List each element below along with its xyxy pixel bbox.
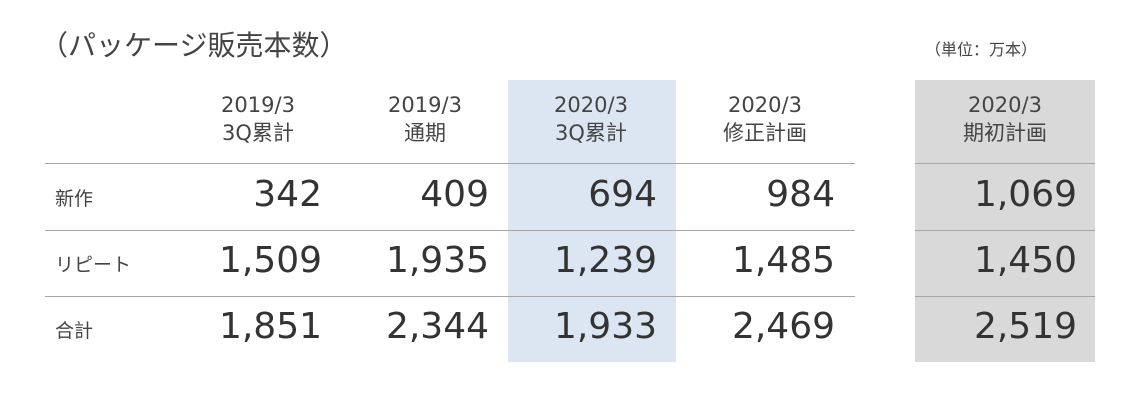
row-rule xyxy=(915,163,1095,164)
cell-value: 1,069 xyxy=(973,174,1077,215)
row-rule xyxy=(915,230,1095,231)
cell-value: 1,239 xyxy=(553,240,657,281)
column-header: 2019/3 xyxy=(221,93,295,117)
column-header: 通期 xyxy=(404,121,446,145)
cell-value: 2,344 xyxy=(385,306,489,347)
cell-value: 1,935 xyxy=(385,240,489,281)
cell-value: 1,450 xyxy=(973,240,1077,281)
cell-value: 1,851 xyxy=(218,306,322,347)
column-header: 3Q累計 xyxy=(222,121,294,145)
row-rule xyxy=(915,296,1095,297)
row-label: 合計 xyxy=(55,320,94,342)
cell-value: 984 xyxy=(766,174,835,215)
column-header: 2020/3 xyxy=(554,93,628,117)
column-header: 2019/3 xyxy=(388,93,462,117)
table-title: （パッケージ販売本数） xyxy=(40,29,348,62)
cell-value: 694 xyxy=(588,174,657,215)
row-rule xyxy=(45,163,855,164)
column-header: 3Q累計 xyxy=(555,121,627,145)
plan-column xyxy=(915,80,1095,362)
cell-value: 1,933 xyxy=(553,306,657,347)
column-header: 期初計画 xyxy=(963,121,1047,145)
cell-value: 1,485 xyxy=(731,240,835,281)
row-label: 新作 xyxy=(55,188,94,210)
cell-value: 2,469 xyxy=(731,306,835,347)
cell-value: 409 xyxy=(420,174,489,215)
cell-value: 1,509 xyxy=(218,240,322,281)
cell-value: 342 xyxy=(253,174,322,215)
row-rule xyxy=(45,296,855,297)
column-header: 修正計画 xyxy=(723,121,807,145)
highlight-column xyxy=(508,80,676,362)
cell-value: 2,519 xyxy=(973,306,1077,347)
row-rule xyxy=(45,230,855,231)
column-header: 2020/3 xyxy=(728,93,802,117)
column-header: 2020/3 xyxy=(968,93,1042,117)
row-label: リピート xyxy=(55,254,132,276)
unit-note: （単位：万本） xyxy=(925,40,1038,59)
